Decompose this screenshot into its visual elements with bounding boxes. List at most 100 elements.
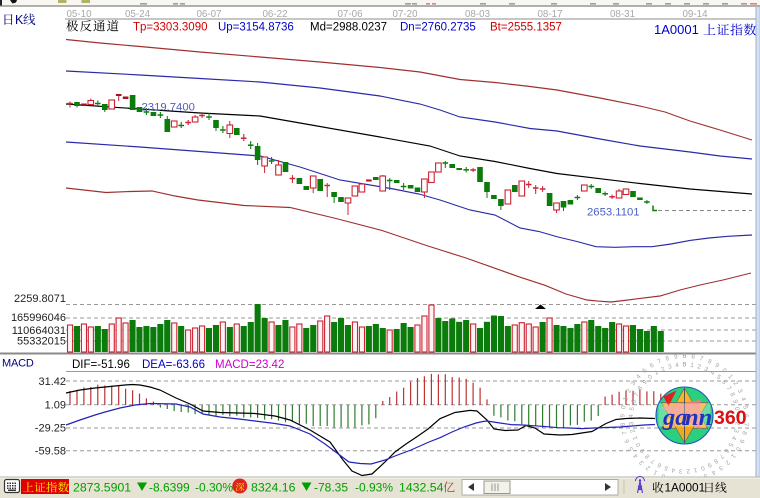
- svg-text:5: 5: [683, 362, 687, 369]
- svg-text:2259.8071: 2259.8071: [14, 293, 66, 305]
- svg-text:1: 1: [729, 452, 737, 459]
- svg-text:4: 4: [675, 362, 680, 369]
- svg-text:6: 6: [623, 438, 631, 444]
- svg-text:07-20: 07-20: [392, 9, 418, 20]
- svg-text:-0.30%: -0.30%: [195, 481, 233, 495]
- svg-text:9: 9: [674, 353, 679, 360]
- svg-text:5: 5: [629, 406, 637, 411]
- svg-text:8324.16: 8324.16: [251, 481, 296, 495]
- svg-text:0: 0: [683, 353, 687, 360]
- svg-text:5: 5: [683, 353, 687, 360]
- svg-text:3: 3: [717, 464, 724, 472]
- svg-text:4: 4: [739, 396, 747, 402]
- svg-text:2: 2: [629, 428, 637, 434]
- svg-text:8: 8: [665, 355, 671, 363]
- svg-text:0: 0: [647, 373, 655, 381]
- svg-text:9: 9: [641, 378, 649, 386]
- svg-text:-59.58: -59.58: [35, 445, 66, 457]
- svg-text:1: 1: [726, 373, 734, 381]
- svg-text:2: 2: [686, 467, 690, 474]
- svg-text:Dn=2760.2735: Dn=2760.2735: [400, 22, 476, 34]
- svg-text:08-03: 08-03: [465, 9, 491, 20]
- svg-text:4: 4: [730, 435, 738, 441]
- svg-text:DIF=-51.96: DIF=-51.96: [72, 359, 130, 371]
- svg-text:4: 4: [635, 373, 643, 381]
- svg-text:5: 5: [715, 374, 723, 382]
- svg-text:3: 3: [703, 366, 710, 374]
- svg-text:-8.6399: -8.6399: [149, 481, 190, 495]
- svg-text:2: 2: [732, 380, 740, 387]
- svg-text:2: 2: [660, 366, 667, 374]
- svg-text:7: 7: [699, 355, 705, 363]
- svg-text:8: 8: [637, 385, 645, 392]
- svg-text:0: 0: [734, 445, 742, 452]
- svg-text:9: 9: [619, 413, 626, 417]
- svg-text:165996046: 165996046: [11, 312, 66, 324]
- svg-text:05-10: 05-10: [66, 9, 92, 20]
- svg-text:2873.5901: 2873.5901: [73, 481, 131, 495]
- svg-text:Tp=3303.3090: Tp=3303.3090: [133, 22, 208, 34]
- svg-text:7: 7: [725, 385, 733, 392]
- svg-text:8: 8: [644, 452, 652, 460]
- svg-text:MACD=23.42: MACD=23.42: [215, 359, 284, 371]
- svg-text:Bt=2555.1357: Bt=2555.1357: [490, 22, 562, 34]
- svg-text:5: 5: [641, 367, 649, 375]
- svg-text:6: 6: [649, 362, 656, 370]
- svg-text:7: 7: [621, 430, 629, 436]
- svg-text:55332015: 55332015: [17, 335, 66, 347]
- svg-text:0: 0: [660, 472, 666, 480]
- svg-text:3: 3: [678, 467, 682, 474]
- svg-text:2: 2: [723, 459, 731, 467]
- svg-text:3: 3: [628, 421, 635, 426]
- svg-text:2: 2: [644, 464, 651, 472]
- svg-text:1: 1: [652, 468, 659, 476]
- svg-text:9: 9: [714, 362, 721, 370]
- svg-text:1: 1: [693, 466, 698, 474]
- svg-text:06-07: 06-07: [196, 9, 221, 20]
- svg-text:1: 1: [734, 414, 741, 418]
- svg-text:6: 6: [630, 398, 638, 404]
- svg-text:7: 7: [656, 358, 663, 366]
- svg-text:-78.35: -78.35: [314, 481, 348, 495]
- svg-text:0: 0: [634, 441, 642, 448]
- svg-text:9: 9: [737, 438, 745, 444]
- svg-text:2: 2: [625, 387, 633, 394]
- svg-text:1A0001: 1A0001: [654, 22, 699, 37]
- svg-text:110664031: 110664031: [12, 325, 66, 337]
- svg-text:4: 4: [709, 369, 716, 377]
- svg-text:2653.1101: 2653.1101: [587, 207, 640, 219]
- svg-text:05-24: 05-24: [125, 9, 151, 20]
- svg-text:7: 7: [649, 457, 656, 465]
- svg-text:3: 3: [638, 458, 646, 466]
- svg-text:Md=2988.0237: Md=2988.0237: [310, 22, 387, 34]
- svg-text:2: 2: [696, 363, 702, 371]
- svg-text:8: 8: [620, 422, 627, 427]
- svg-text:7: 7: [717, 452, 725, 460]
- svg-text:-29.25: -29.25: [35, 423, 66, 435]
- svg-text:0: 0: [720, 367, 728, 375]
- svg-text:8: 8: [706, 358, 713, 366]
- svg-text:07-06: 07-06: [337, 9, 363, 20]
- svg-text:3: 3: [667, 363, 673, 371]
- svg-text:6: 6: [691, 353, 696, 360]
- svg-text:1: 1: [690, 362, 695, 369]
- svg-text:4: 4: [628, 414, 635, 418]
- svg-text:5: 5: [726, 441, 734, 448]
- svg-text:5: 5: [627, 445, 635, 452]
- svg-text:6: 6: [722, 447, 730, 454]
- svg-text:06-22: 06-22: [262, 9, 287, 20]
- svg-text:3: 3: [736, 388, 744, 395]
- svg-text:1432.54: 1432.54: [399, 481, 444, 495]
- svg-text:9: 9: [706, 461, 713, 469]
- svg-text:9: 9: [731, 399, 739, 405]
- svg-text:0: 0: [733, 407, 741, 412]
- svg-text:0: 0: [620, 405, 628, 410]
- svg-text:6: 6: [742, 414, 749, 418]
- svg-text:MACD: MACD: [2, 358, 34, 370]
- svg-text:2319.7400: 2319.7400: [142, 102, 195, 114]
- svg-text:nn: nn: [685, 404, 712, 431]
- svg-text:9: 9: [639, 447, 647, 454]
- svg-text:5: 5: [663, 464, 669, 472]
- svg-text:DEA=-63.66: DEA=-63.66: [142, 359, 205, 371]
- svg-text:360: 360: [714, 407, 747, 429]
